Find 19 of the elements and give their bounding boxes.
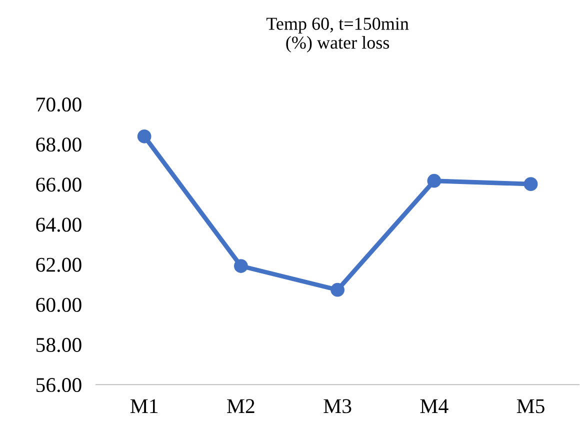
point [427, 174, 442, 188]
y-tick-label: 68.00 [36, 138, 82, 152]
y-tick-label: 64.00 [36, 218, 82, 232]
x-tick-label: M2 [227, 399, 254, 413]
x-tick-label: M5 [516, 399, 544, 414]
x-tick-label: M3 [324, 399, 352, 414]
chart-title: Temp 60, t=150min (%) water loss [266, 18, 409, 52]
y-tick-label: 70.00 [36, 98, 82, 112]
y-tick-label: 58.00 [36, 338, 82, 352]
y-tick-label: 60.00 [36, 298, 82, 312]
point [330, 282, 345, 297]
y-tick-label: 62.00 [36, 258, 82, 272]
y-tick-label: 66.00 [36, 178, 82, 192]
point [234, 259, 248, 273]
y-tick-label: 56.00 [36, 378, 82, 392]
x-tick-label: M4 [420, 399, 448, 413]
point [137, 129, 152, 144]
point [524, 177, 538, 192]
x-tick-label: M1 [130, 399, 158, 413]
